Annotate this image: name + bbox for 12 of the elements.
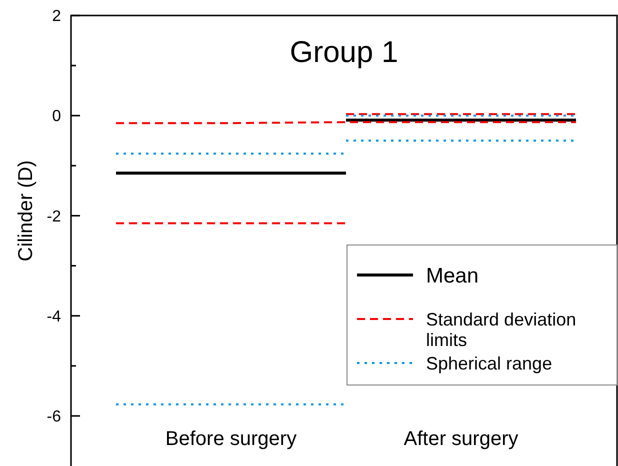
- text: Group 1: [290, 36, 398, 69]
- x-tick-label: Before surgery: [165, 428, 297, 450]
- y-tick-label: 2: [52, 8, 62, 26]
- y-tick-label: -6: [46, 408, 62, 426]
- y-tick-label: -4: [46, 308, 62, 326]
- legend-label: Standard deviation limits: [426, 309, 576, 350]
- legend-label: Spherical range: [426, 353, 552, 374]
- y-tick-label: 0: [52, 108, 62, 126]
- y-tick-label: -2: [46, 208, 62, 226]
- x-tick-label: After surgery: [404, 428, 518, 450]
- y-axis-title: Cilinder (D): [15, 160, 37, 262]
- legend-label: Mean: [426, 264, 479, 288]
